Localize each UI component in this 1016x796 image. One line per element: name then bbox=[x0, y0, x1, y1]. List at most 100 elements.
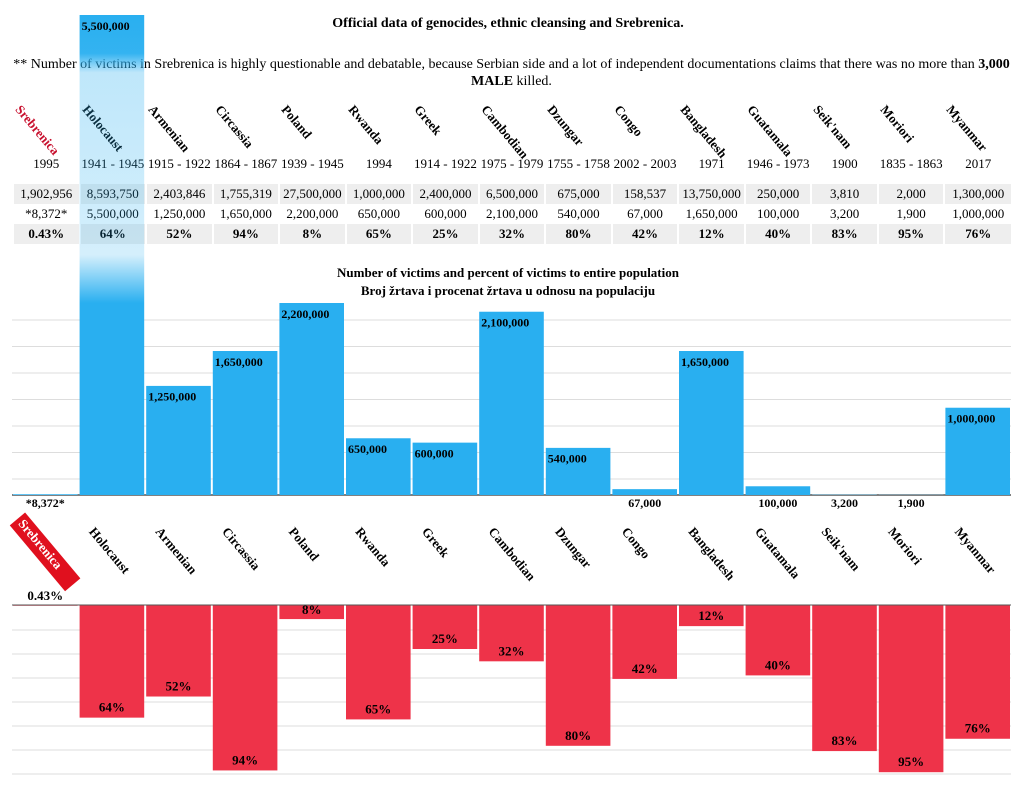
value-label: 1,900 bbox=[898, 496, 925, 510]
header-cell: Seik'nam bbox=[810, 90, 878, 151]
table-cell: 600,000 bbox=[411, 204, 479, 224]
header-cell: Armenian bbox=[145, 90, 213, 155]
value-label: 76% bbox=[965, 721, 991, 736]
table-cell: 2,403,846 bbox=[145, 184, 213, 204]
table-cell: 2,400,000 bbox=[411, 184, 479, 204]
header-cell: Srebrenica bbox=[12, 90, 80, 158]
bar bbox=[13, 494, 78, 495]
table-cell: 1,900 bbox=[876, 204, 945, 224]
table-cell: 250,000 bbox=[743, 184, 812, 204]
table-cell: 100,000 bbox=[743, 204, 812, 224]
category-label-group: Myanmar bbox=[952, 524, 999, 576]
table-cell: 3,200 bbox=[810, 204, 878, 224]
bar bbox=[612, 605, 677, 679]
table-cell: 1900 bbox=[810, 142, 878, 184]
category-highlight bbox=[9, 512, 81, 592]
table-cell: 675,000 bbox=[544, 184, 612, 204]
table-cell: 1939 - 1945 bbox=[278, 142, 346, 184]
bar bbox=[13, 605, 78, 606]
value-label: 52% bbox=[166, 679, 192, 694]
table-cell: 42% bbox=[610, 224, 679, 244]
table-cell: 1835 - 1863 bbox=[876, 142, 945, 184]
header-cell: Holocaust bbox=[78, 90, 147, 154]
value-label: 100,000 bbox=[758, 496, 797, 510]
bar bbox=[412, 605, 478, 649]
category-label-group: Moriori bbox=[885, 524, 925, 568]
bar bbox=[545, 447, 611, 495]
category-label-group: Seik'nam bbox=[819, 524, 864, 574]
category-label-group: Cambodian bbox=[486, 524, 540, 584]
table-cell: 6,500,000 bbox=[477, 184, 546, 204]
category-label-group: Congo bbox=[619, 524, 654, 561]
column-name: Congo bbox=[611, 102, 647, 140]
category-label: Bangladesh bbox=[685, 524, 738, 583]
category-label: Srebrenica bbox=[15, 516, 65, 572]
table-cell: 8,593,750 bbox=[78, 184, 147, 204]
chart-subtitle: Broj žrtava i procenat žrtava u odnosu n… bbox=[361, 283, 655, 298]
category-label-group: Greek bbox=[419, 524, 453, 561]
category-label: Congo bbox=[619, 524, 654, 561]
table-row: *8,372* 5,500,000 1,250,000 1,650,000 2,200,… bbox=[12, 204, 1011, 224]
table-cell: *8,372* bbox=[12, 204, 80, 224]
table-cell: 1914 - 1922 bbox=[411, 142, 479, 184]
table-cell: 65% bbox=[344, 224, 413, 244]
table-cell: 2,000 bbox=[876, 184, 945, 204]
bar bbox=[679, 605, 744, 627]
value-label: 650,000 bbox=[348, 442, 387, 456]
table-cell: 95% bbox=[876, 224, 945, 244]
column-name: Greek bbox=[411, 102, 446, 139]
table-cell: 1995 bbox=[12, 142, 80, 184]
table-cell: 1,650,000 bbox=[677, 204, 745, 224]
table-cell: 158,537 bbox=[610, 184, 679, 204]
bar bbox=[146, 605, 211, 697]
category-label: Greek bbox=[419, 524, 453, 561]
value-label: 80% bbox=[565, 728, 591, 743]
value-label: 12% bbox=[698, 608, 724, 623]
column-name: Rwanda bbox=[345, 102, 387, 148]
bar bbox=[146, 385, 211, 495]
table-cell: 650,000 bbox=[344, 204, 413, 224]
note-emphasis: 3,000 MALE bbox=[471, 57, 1010, 89]
category-label: Dzungar bbox=[552, 524, 595, 571]
table-cell: 2,100,000 bbox=[477, 204, 546, 224]
table-cell: 8% bbox=[278, 224, 346, 244]
category-label: Seik'nam bbox=[819, 524, 864, 574]
header-cell: Myanmar bbox=[943, 90, 1011, 154]
bar bbox=[279, 605, 344, 620]
value-label: 2,100,000 bbox=[481, 315, 529, 329]
bar bbox=[279, 303, 344, 495]
category-label: Rwanda bbox=[352, 524, 394, 569]
value-label: 83% bbox=[832, 733, 858, 748]
table-cell: 1,300,000 bbox=[943, 184, 1011, 204]
table-cell: 64% bbox=[78, 224, 147, 244]
table-cell: 27,500,000 bbox=[278, 184, 346, 204]
table-cell: 1946 - 1973 bbox=[743, 142, 812, 184]
bar bbox=[346, 605, 411, 720]
table-cell: 1915 - 1922 bbox=[145, 142, 213, 184]
category-label: Circassia bbox=[219, 524, 264, 573]
value-label: 1,650,000 bbox=[681, 355, 729, 369]
value-label: 32% bbox=[499, 643, 525, 658]
table-cell: 52% bbox=[145, 224, 213, 244]
bar bbox=[412, 442, 478, 495]
table-cell: 80% bbox=[544, 224, 612, 244]
category-label: Holocaust bbox=[86, 524, 134, 577]
value-label: 3,200 bbox=[831, 496, 858, 510]
table-cell: 0.43% bbox=[12, 224, 80, 244]
category-label: Guatamala bbox=[752, 524, 804, 582]
value-label: 94% bbox=[232, 752, 258, 767]
table-cell: 2002 - 2003 bbox=[610, 142, 679, 184]
table-cell: 2,200,000 bbox=[278, 204, 346, 224]
bar bbox=[212, 351, 278, 495]
header-cell: Moriori bbox=[876, 90, 945, 145]
note-text: ** Number of victims in Srebrenica is hi… bbox=[13, 57, 979, 72]
value-label: 95% bbox=[898, 754, 924, 769]
bar bbox=[212, 605, 278, 771]
table-cell: 1,755,319 bbox=[211, 184, 280, 204]
note-text: killed. bbox=[513, 74, 552, 89]
value-label: 40% bbox=[765, 657, 791, 672]
data-table: Srebrenica Holocaust Armenian Circassia Pola… bbox=[12, 90, 1011, 244]
header-cell: Bangladesh bbox=[677, 90, 745, 161]
table-cell: 1994 bbox=[344, 142, 413, 184]
